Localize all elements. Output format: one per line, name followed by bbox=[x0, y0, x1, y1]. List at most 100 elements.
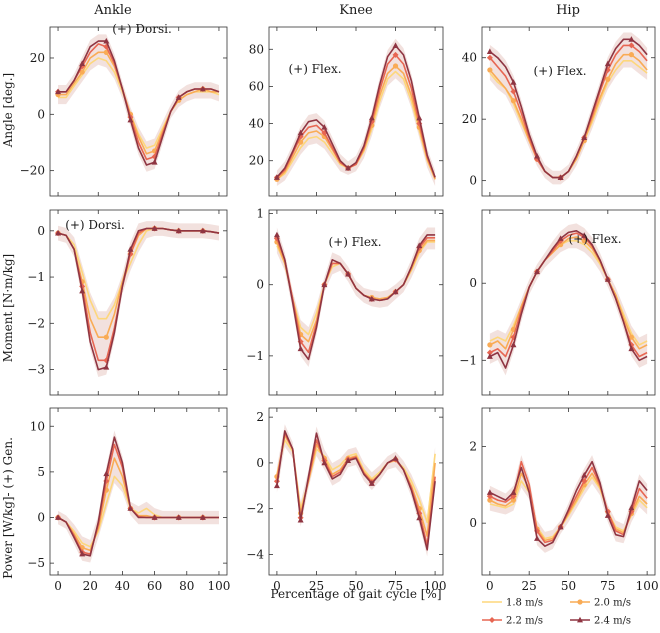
data-point bbox=[368, 114, 375, 121]
data-point bbox=[345, 457, 352, 464]
data-point bbox=[321, 281, 328, 288]
variability-band bbox=[276, 227, 436, 367]
data-point bbox=[297, 345, 304, 352]
y-tick-label: −20 bbox=[20, 164, 45, 178]
y-tick-label: 40 bbox=[462, 51, 477, 65]
data-point bbox=[392, 51, 399, 58]
x-tick-label: 100 bbox=[424, 579, 447, 593]
y-tick-label: 0 bbox=[469, 174, 477, 188]
data-point bbox=[487, 342, 493, 348]
y-tick-label: −1 bbox=[246, 349, 264, 363]
axes-frame bbox=[49, 26, 228, 197]
data-point bbox=[79, 550, 86, 557]
data-point bbox=[79, 60, 86, 67]
data-point bbox=[510, 98, 517, 104]
x-tick-label: 20 bbox=[83, 579, 98, 593]
data-point bbox=[392, 288, 399, 295]
ylabel-angle: Angle [deg.] bbox=[1, 73, 15, 148]
series-line bbox=[57, 227, 220, 371]
data-point bbox=[486, 48, 493, 54]
data-point bbox=[321, 459, 328, 466]
y-tick-label: 60 bbox=[249, 79, 264, 93]
series-line bbox=[489, 230, 648, 369]
ylabel-power: Power [W/kg]- (+) Gen. bbox=[1, 437, 15, 579]
data-point bbox=[581, 134, 588, 141]
data-point bbox=[368, 295, 375, 302]
data-point bbox=[392, 455, 399, 461]
data-point bbox=[534, 268, 541, 275]
x-tick-label: 75 bbox=[388, 579, 403, 593]
x-tick-label: 50 bbox=[561, 579, 576, 593]
data-point bbox=[628, 52, 635, 58]
x-tick-label: 25 bbox=[309, 579, 324, 593]
y-tick-label: −1 bbox=[27, 270, 45, 284]
data-point bbox=[199, 227, 206, 234]
y-tick-label: −2 bbox=[246, 502, 264, 516]
series-line bbox=[489, 38, 648, 179]
data-point bbox=[103, 334, 109, 340]
series-2-4-m-s bbox=[55, 436, 219, 557]
data-point bbox=[534, 535, 541, 541]
data-point bbox=[486, 54, 493, 61]
y-tick-label: 0 bbox=[37, 511, 45, 525]
x-tick-label: 100 bbox=[636, 579, 659, 593]
x-tick-label: 0 bbox=[486, 579, 494, 593]
variability-band bbox=[58, 34, 219, 172]
data-point bbox=[55, 514, 62, 520]
x-tick-label: 50 bbox=[348, 579, 363, 593]
data-point bbox=[628, 42, 635, 49]
y-tick-label: −3 bbox=[27, 363, 45, 377]
series-1-8-m-s bbox=[489, 240, 648, 346]
series-line bbox=[57, 436, 219, 557]
col-title-knee: Knee bbox=[339, 3, 373, 18]
panel-knee-angle: 20 40 60 80 (+) Flex. bbox=[249, 26, 444, 197]
y-tick-label: 20 bbox=[30, 51, 45, 65]
data-point bbox=[628, 334, 635, 340]
annotation-label: (+) Dorsi. bbox=[65, 218, 125, 232]
y-tick-label: 20 bbox=[462, 112, 477, 126]
series-2-4-m-s bbox=[486, 230, 648, 369]
data-point bbox=[510, 88, 517, 95]
y-tick-label: 10 bbox=[30, 419, 45, 433]
data-point bbox=[345, 164, 352, 171]
panel-hip-angle: 0 20 40 (+) Flex. bbox=[462, 26, 656, 197]
data-point bbox=[604, 60, 611, 67]
data-point bbox=[55, 88, 62, 95]
series-2-4-m-s bbox=[55, 37, 220, 166]
series-2-4-m-s bbox=[273, 42, 436, 180]
data-point bbox=[175, 94, 182, 100]
panel-knee-moment: −1 0 1 (+) Flex. bbox=[246, 207, 444, 396]
data-point bbox=[510, 489, 517, 495]
series-2-4-m-s bbox=[273, 231, 436, 361]
panel-hip-moment: −1 0 (+) Flex. bbox=[459, 209, 656, 396]
x-tick-label: 0 bbox=[273, 579, 281, 593]
legend-label: 2.4 m/s bbox=[594, 616, 631, 627]
data-point bbox=[581, 232, 588, 238]
legend-marker bbox=[489, 617, 495, 623]
legend-label: 2.0 m/s bbox=[594, 598, 631, 609]
annotation-label: (+) Flex. bbox=[328, 235, 381, 249]
data-point bbox=[273, 174, 280, 180]
y-tick-label: 0 bbox=[469, 276, 477, 290]
series-line bbox=[276, 44, 436, 178]
legend: 1.8 m/s 2.0 m/s 2.2 m/s 2.4 m/s bbox=[482, 598, 631, 627]
panel-hip-power: 0 2 0 25 50 75 100 bbox=[469, 407, 659, 593]
data-point bbox=[510, 497, 517, 503]
legend-entry: 2.0 m/s bbox=[570, 598, 631, 609]
x-tick-label: 40 bbox=[115, 579, 130, 593]
data-point bbox=[392, 42, 399, 48]
y-tick-label: 40 bbox=[249, 117, 264, 131]
data-point bbox=[416, 514, 423, 521]
legend-marker bbox=[577, 616, 583, 623]
x-tick-label: 75 bbox=[600, 579, 615, 593]
axes-frame bbox=[49, 407, 228, 576]
data-point bbox=[605, 76, 611, 82]
data-point bbox=[510, 79, 517, 85]
series-2-4-m-s bbox=[486, 36, 648, 180]
series-2-4-m-s bbox=[273, 430, 436, 551]
variability-band bbox=[276, 38, 436, 187]
panel-ankle-angle: −20 0 20 (+) Dorsi. bbox=[20, 22, 228, 197]
variability-band bbox=[489, 455, 648, 553]
